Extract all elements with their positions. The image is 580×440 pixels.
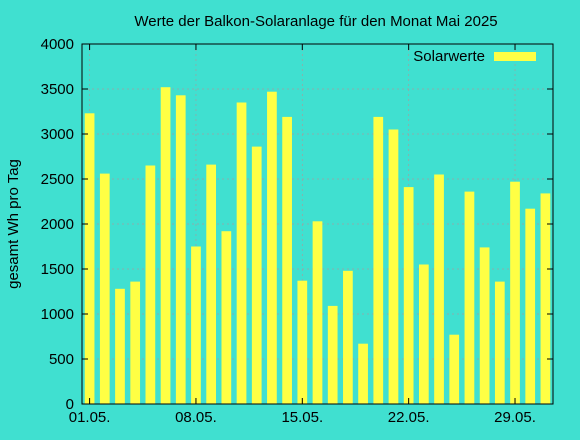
bar [160, 87, 171, 404]
bar [312, 221, 323, 404]
bar [115, 288, 125, 404]
bars [84, 87, 551, 405]
bar [145, 165, 156, 404]
bar [130, 281, 141, 404]
bar [343, 270, 353, 404]
bar [540, 193, 551, 404]
bar [282, 116, 292, 405]
x-tick-label: 01.05. [69, 409, 111, 426]
legend-label: Solarwerte [413, 48, 485, 65]
bar [418, 264, 429, 404]
bar [297, 280, 308, 404]
y-tick-label: 3500 [41, 81, 74, 98]
y-tick-label: 2500 [41, 171, 74, 188]
y-tick-label: 4000 [41, 36, 74, 53]
y-axis-label: gesamt Wh pro Tag [5, 159, 22, 289]
y-tick-label: 2000 [41, 216, 74, 233]
y-tick-label: 1500 [41, 261, 74, 278]
x-tick-label: 22.05. [388, 409, 430, 426]
axis-ticks: 0 500 1000 1500 2000 2500 3000 3500 4000 01.05. 08… [41, 36, 553, 426]
bar [191, 246, 201, 404]
bar [525, 208, 536, 404]
y-tick-label: 3000 [41, 126, 74, 143]
legend: Solarwerte [413, 48, 536, 65]
bar [99, 173, 110, 404]
bar [403, 187, 414, 404]
chart-title: Werte der Balkon-Solaranlage für den Mon… [134, 13, 497, 30]
bar [267, 91, 277, 404]
bar [388, 129, 399, 404]
bar [206, 164, 217, 404]
bar [479, 247, 490, 404]
plot-frame [81, 43, 554, 405]
bar [494, 281, 505, 404]
bar [175, 95, 186, 405]
bar [236, 102, 247, 404]
bar [464, 191, 475, 404]
bar [434, 174, 444, 404]
x-tick-label: 15.05. [281, 409, 323, 426]
x-tick-label: 29.05. [494, 409, 536, 426]
y-tick-label: 1000 [41, 306, 74, 323]
bar [327, 305, 338, 404]
bar [358, 343, 368, 404]
bar [510, 181, 520, 404]
bar [373, 116, 384, 405]
bar [251, 146, 262, 404]
bar [221, 231, 232, 404]
bar [84, 113, 95, 405]
x-tick-label: 08.05. [175, 409, 217, 426]
y-tick-label: 500 [49, 351, 74, 368]
y-tick-label: 0 [66, 396, 74, 413]
bar [449, 334, 460, 404]
legend-swatch [494, 52, 536, 61]
